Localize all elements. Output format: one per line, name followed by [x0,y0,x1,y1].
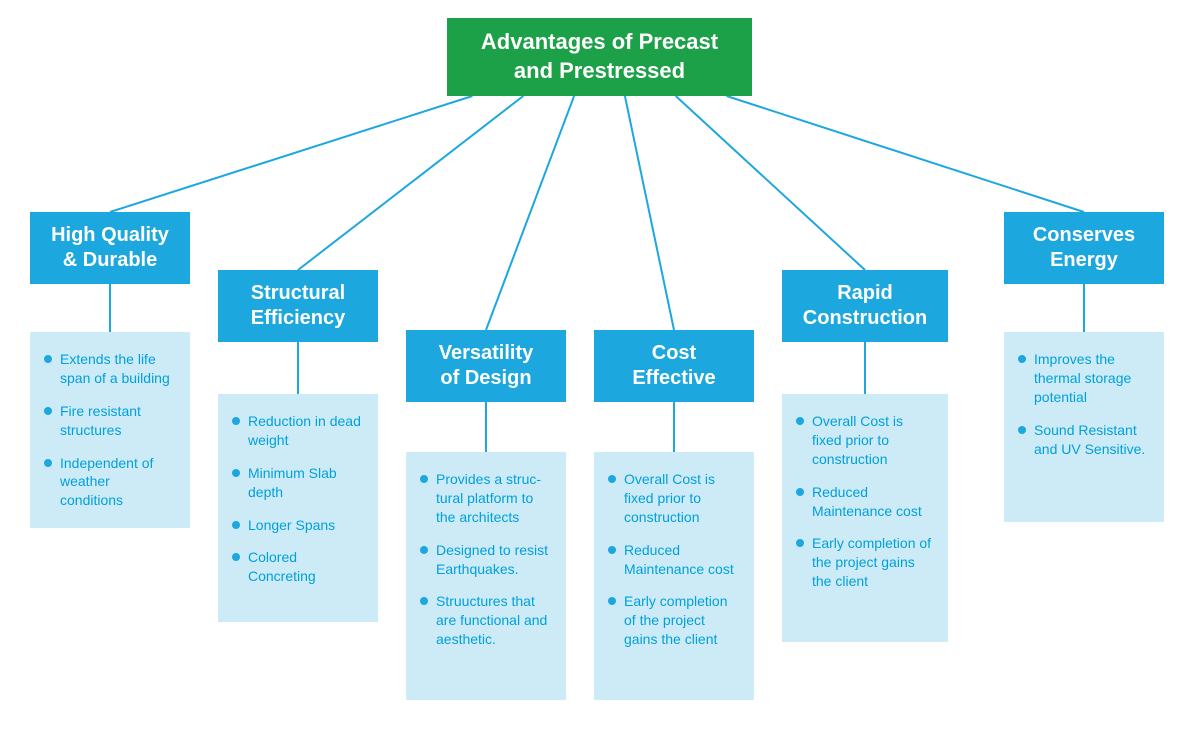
detail-item: Reduction in dead weight [232,412,364,450]
detail-item: Overall Cost is fixed prior to construct… [796,412,934,469]
detail-box-quality: Extends the life span of a building Fire … [30,332,190,528]
detail-list: Reduction in dead weight Minimum Slab dep… [232,412,364,586]
detail-box-versatility: Provides a struc-tural platform to the a… [406,452,566,700]
detail-list: Extends the life span of a building Fire … [44,350,176,510]
category-node-quality: High Quality& Durable [30,212,190,284]
detail-list: Improves the thermal storage potential So… [1018,350,1150,458]
detail-item: Colored Concreting [232,548,364,586]
root-label: Advantages of Precastand Prestressed [481,28,718,85]
detail-item: Overall Cost is fixed prior to construct… [608,470,740,527]
category-label: High Quality& Durable [51,223,169,273]
detail-item: Early completion of the project gains th… [608,592,740,649]
category-label: ConservesEnergy [1033,223,1135,273]
detail-item: Independent of weather conditions [44,454,176,511]
detail-item: Struuctures that are functional and aest… [420,592,552,649]
category-node-versatility: Versatilityof Design [406,330,566,402]
detail-item: Extends the life span of a building [44,350,176,388]
category-label: CostEffective [632,341,715,391]
category-node-rapid: RapidConstruction [782,270,948,342]
detail-item: Designed to resist Earthquakes. [420,541,552,579]
category-node-structural: StructuralEfficiency [218,270,378,342]
detail-item: Provides a struc-tural platform to the a… [420,470,552,527]
detail-item: Sound Resistant and UV Sensitive. [1018,421,1150,459]
detail-list: Provides a struc-tural platform to the a… [420,470,552,649]
detail-box-structural: Reduction in dead weight Minimum Slab dep… [218,394,378,622]
detail-list: Overall Cost is fixed prior to construct… [608,470,740,649]
detail-item: Reduced Maintenance cost [608,541,740,579]
detail-item: Improves the thermal storage potential [1018,350,1150,407]
category-node-cost: CostEffective [594,330,754,402]
category-node-energy: ConservesEnergy [1004,212,1164,284]
detail-item: Minimum Slab depth [232,464,364,502]
category-label: Versatilityof Design [439,341,534,391]
category-label: RapidConstruction [803,281,927,331]
detail-item: Longer Spans [232,516,364,535]
category-label: StructuralEfficiency [251,281,345,331]
detail-item: Reduced Maintenance cost [796,483,934,521]
detail-box-rapid: Overall Cost is fixed prior to construct… [782,394,948,642]
detail-item: Fire resistant structures [44,402,176,440]
detail-box-energy: Improves the thermal storage potential So… [1004,332,1164,522]
root-node: Advantages of Precastand Prestressed [447,18,752,96]
detail-list: Overall Cost is fixed prior to construct… [796,412,934,591]
detail-box-cost: Overall Cost is fixed prior to construct… [594,452,754,700]
detail-item: Early completion of the project gains th… [796,534,934,591]
